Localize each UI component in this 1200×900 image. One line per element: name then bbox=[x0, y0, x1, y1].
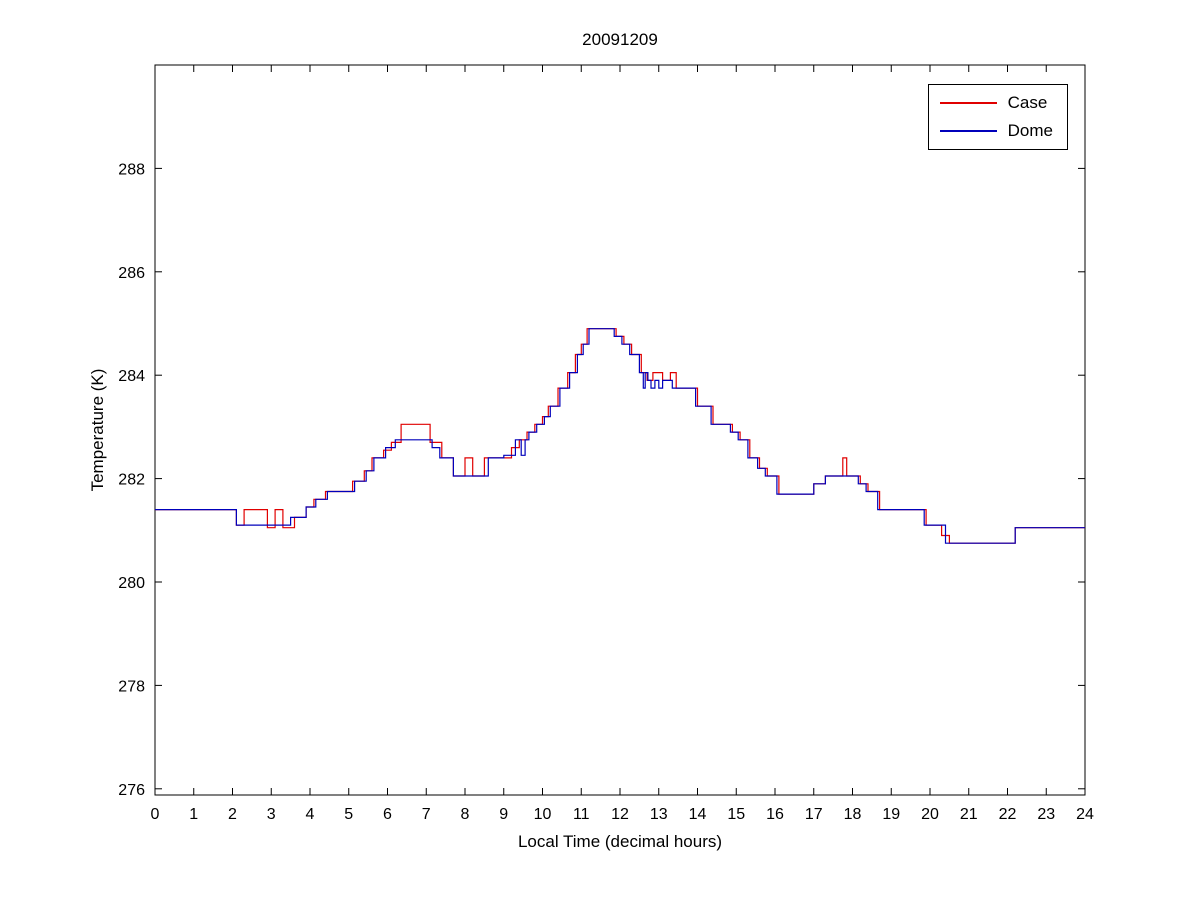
legend-line-sample bbox=[939, 130, 997, 132]
x-tick-label: 1 bbox=[189, 806, 198, 823]
legend-entry-dome: Dome bbox=[939, 120, 1053, 142]
x-tick-label: 10 bbox=[534, 806, 552, 823]
x-tick-label: 20 bbox=[921, 806, 939, 823]
x-tick-label: 24 bbox=[1076, 806, 1094, 823]
y-tick-label: 282 bbox=[118, 472, 145, 489]
x-tick-label: 17 bbox=[805, 806, 823, 823]
x-tick-label: 9 bbox=[499, 806, 508, 823]
x-tick-label: 23 bbox=[1037, 806, 1055, 823]
y-tick-label: 278 bbox=[118, 678, 145, 695]
x-tick-label: 13 bbox=[650, 806, 668, 823]
x-tick-label: 11 bbox=[573, 806, 590, 823]
x-tick-label: 5 bbox=[344, 806, 353, 823]
x-tick-label: 0 bbox=[151, 806, 160, 823]
x-tick-label: 7 bbox=[422, 806, 431, 823]
y-tick-label: 288 bbox=[118, 161, 145, 178]
x-tick-label: 14 bbox=[689, 806, 707, 823]
x-tick-label: 16 bbox=[766, 806, 784, 823]
legend-label: Dome bbox=[1007, 121, 1053, 140]
x-axis-label: Local Time (decimal hours) bbox=[517, 832, 723, 851]
y-tick-label: 276 bbox=[118, 782, 145, 799]
y-tick-label: 280 bbox=[118, 575, 145, 592]
chart-title: 20091209 bbox=[582, 30, 658, 49]
x-tick-label: 21 bbox=[960, 806, 978, 823]
axes-box bbox=[154, 64, 1086, 796]
x-tick-label: 8 bbox=[461, 806, 470, 823]
series-line-dome bbox=[155, 328, 1085, 544]
y-axis-label-text: Temperature (K) bbox=[88, 368, 107, 492]
legend: Case Dome bbox=[927, 84, 1068, 150]
x-tick-label: 2 bbox=[228, 806, 237, 823]
legend-entry-case: Case bbox=[939, 92, 1053, 114]
x-tick-label: 12 bbox=[611, 806, 629, 823]
x-tick-label: 18 bbox=[844, 806, 862, 823]
x-tick-label: 19 bbox=[882, 806, 900, 823]
x-tick-label: 3 bbox=[267, 806, 276, 823]
x-tick-label: 15 bbox=[727, 806, 745, 823]
x-tick-label: 22 bbox=[999, 806, 1017, 823]
series-line-case bbox=[155, 328, 1085, 544]
legend-line-sample bbox=[939, 102, 997, 104]
x-tick-label: 6 bbox=[383, 806, 392, 823]
x-tick-label: 4 bbox=[306, 806, 315, 823]
y-tick-label: 286 bbox=[118, 265, 145, 282]
y-tick-label: 284 bbox=[118, 368, 145, 385]
legend-label: Case bbox=[1007, 93, 1048, 112]
